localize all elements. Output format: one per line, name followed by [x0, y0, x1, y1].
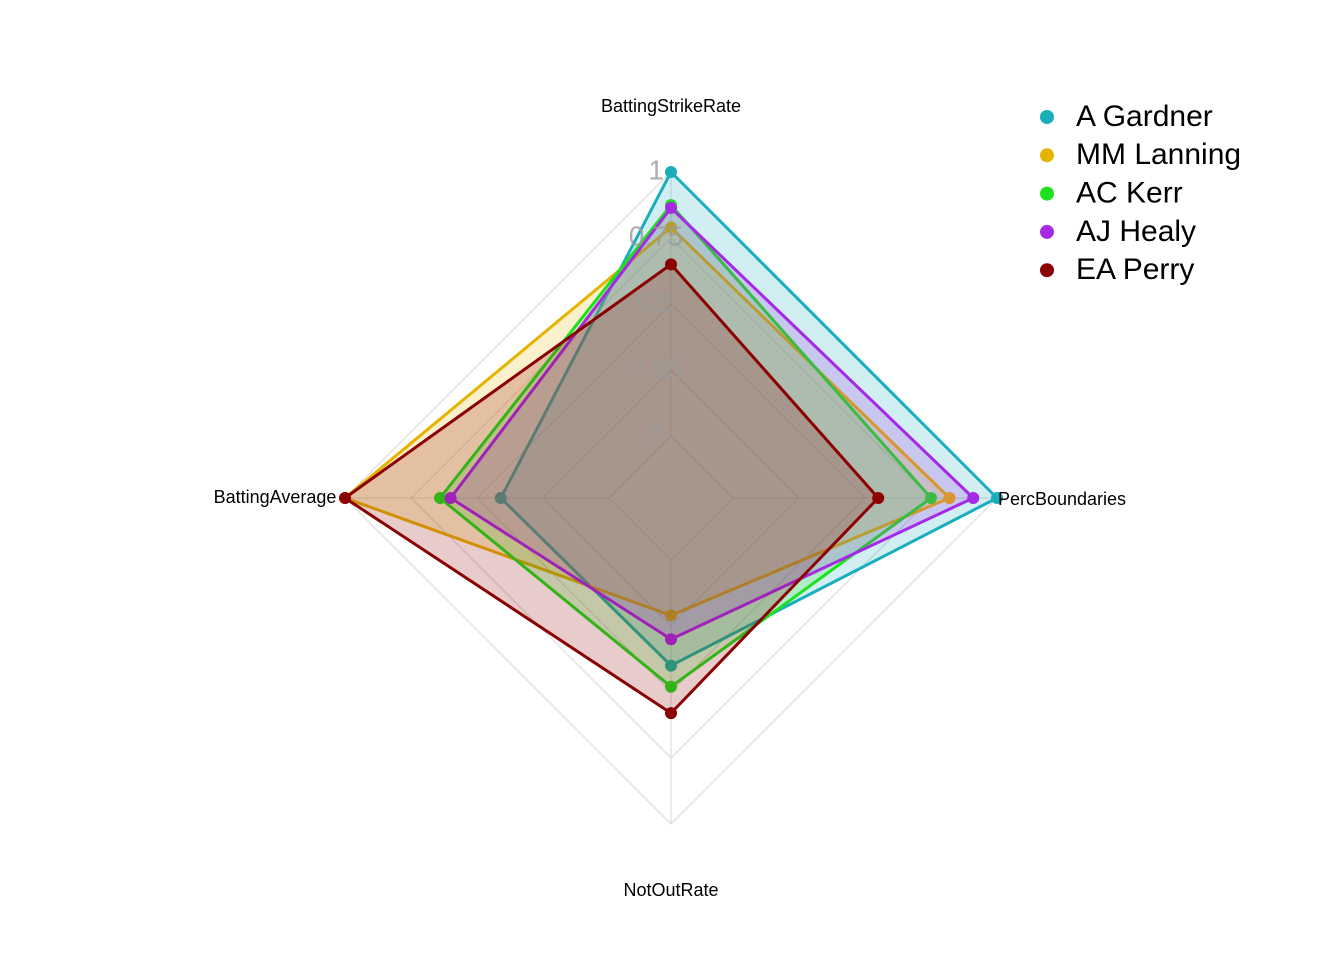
r-tick-label: 1: [648, 154, 664, 185]
point: [665, 609, 677, 622]
axis-label: BattingAverage: [214, 487, 337, 507]
legend-label: MM Lanning: [1076, 138, 1241, 171]
point: [943, 492, 956, 504]
point: [665, 221, 677, 234]
point: [434, 492, 447, 504]
series: [339, 258, 885, 720]
r-tick-label: 0.75: [629, 220, 684, 251]
legend-label: A Gardner: [1076, 100, 1213, 133]
point: [967, 492, 980, 504]
series: [494, 166, 1003, 672]
point: [494, 492, 507, 504]
axis-label: PercBoundaries: [998, 489, 1126, 509]
r-tick-label: 0.25: [629, 352, 684, 383]
point: [444, 492, 457, 504]
legend-swatch: [1040, 224, 1054, 239]
point: [925, 492, 937, 504]
point: [991, 492, 1003, 504]
r-tick-label: 0: [648, 418, 664, 449]
point: [872, 492, 885, 504]
point: [665, 258, 677, 271]
legend-swatch: [1040, 186, 1054, 201]
legend-swatch: [1040, 110, 1054, 124]
point: [665, 201, 677, 214]
point: [665, 633, 677, 646]
legend-swatch: [1040, 263, 1054, 278]
series: [444, 201, 980, 646]
legend-label: AC Kerr: [1076, 177, 1183, 210]
point: [665, 680, 677, 693]
series: [339, 221, 956, 622]
axis-label: NotOutRate: [623, 880, 718, 900]
axis-label: BattingStrikeRate: [601, 96, 741, 116]
point: [339, 492, 351, 504]
point: [665, 659, 677, 672]
r-tick-label: 0.5: [637, 286, 676, 317]
legend-label: EA Perry: [1076, 253, 1194, 286]
point: [665, 707, 677, 720]
legend-label: AJ Healy: [1076, 215, 1196, 248]
legend-swatch: [1040, 148, 1054, 163]
point: [665, 166, 677, 178]
